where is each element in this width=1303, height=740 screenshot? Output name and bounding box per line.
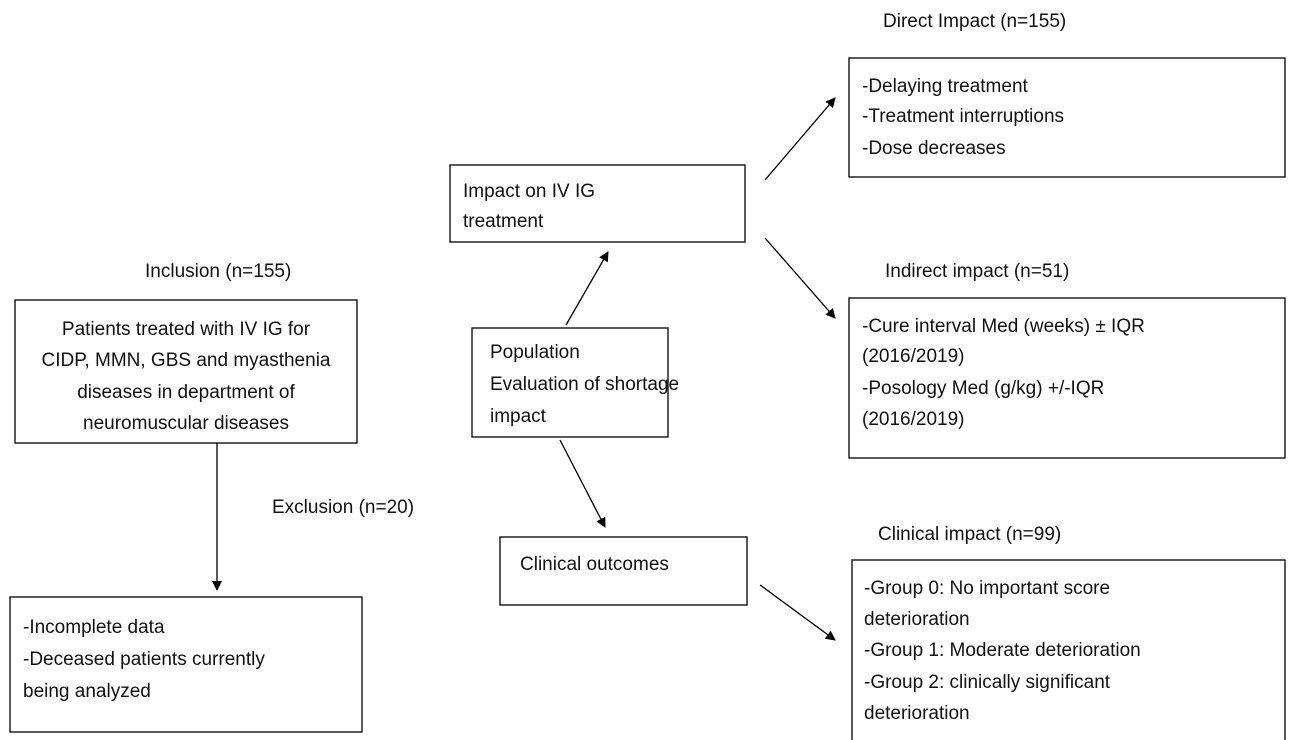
box-line: Population xyxy=(490,342,580,363)
box-line: -Deceased patients currently xyxy=(23,649,265,670)
direct-box xyxy=(848,57,1286,178)
node-label: Clinical impact (n=99) xyxy=(878,524,1061,545)
box-line: Impact on IV IG xyxy=(463,181,595,202)
box-line: -Dose decreases xyxy=(862,138,1006,159)
box-line: deterioration xyxy=(864,703,970,724)
box-line: CIDP, MMN, GBS and myasthenia xyxy=(42,350,331,371)
box-line: Evaluation of shortage xyxy=(490,374,679,395)
box-line: -Incomplete data xyxy=(23,617,165,638)
impact-box xyxy=(449,164,746,243)
node-label: Direct Impact (n=155) xyxy=(883,11,1066,32)
arrow xyxy=(565,251,609,326)
box-line: neuromuscular diseases xyxy=(83,413,289,434)
box-line: Patients treated with IV IG for xyxy=(62,319,311,340)
box-line: -Posology Med (g/kg) +/-IQR xyxy=(862,378,1104,399)
outcomes-box xyxy=(499,536,748,606)
box-line: impact xyxy=(490,406,547,427)
box-line: deterioration xyxy=(864,609,970,630)
box-line: -Delaying treatment xyxy=(862,76,1029,97)
box-line: diseases in department of xyxy=(77,382,295,403)
arrow xyxy=(764,237,836,319)
box-line: (2016/2019) xyxy=(862,409,964,430)
box-line: -Group 2: clinically significant xyxy=(864,672,1111,693)
clinical-box xyxy=(851,559,1286,740)
node-label: Inclusion (n=155) xyxy=(145,261,291,282)
box-line: -Cure interval Med (weeks) ± IQR xyxy=(862,316,1145,337)
box-line: -Group 1: Moderate deterioration xyxy=(864,640,1141,661)
node-label: Exclusion (n=20) xyxy=(272,497,414,518)
node-label: Indirect impact (n=51) xyxy=(885,261,1069,282)
exclusion-box xyxy=(9,596,363,733)
box-line: -Treatment interruptions xyxy=(862,106,1064,127)
arrow xyxy=(759,584,836,641)
box-line: treatment xyxy=(463,211,544,232)
population-box xyxy=(471,327,669,438)
indirect-box xyxy=(848,297,1286,459)
box-line: being analyzed xyxy=(23,681,151,702)
box-line: Clinical outcomes xyxy=(520,554,669,575)
arrow xyxy=(764,97,836,181)
box-line: (2016/2019) xyxy=(862,346,964,367)
arrow xyxy=(559,439,606,528)
inclusion-box xyxy=(14,299,358,444)
box-line: -Group 0: No important score xyxy=(864,578,1110,599)
